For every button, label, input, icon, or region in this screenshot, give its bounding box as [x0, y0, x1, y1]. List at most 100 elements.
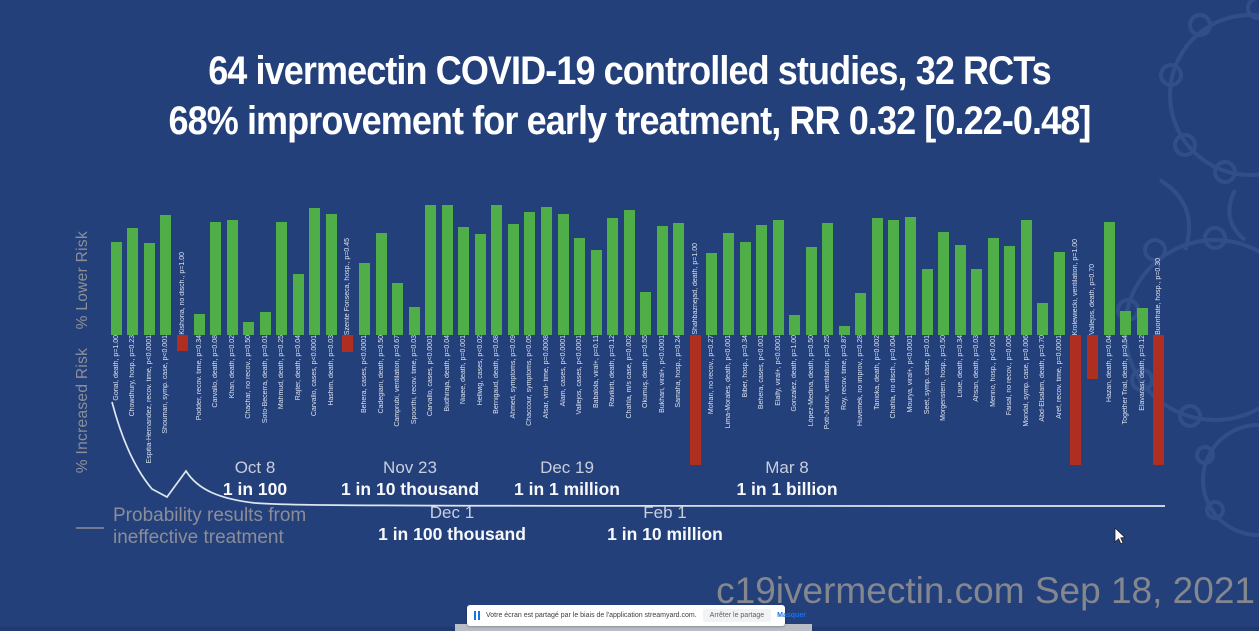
milestone-probability: 1 in 1 million	[514, 479, 620, 499]
study-column: Seet, symp. case, p=0.01	[919, 200, 936, 465]
study-label: Merino, hosp., p<0.001	[989, 335, 997, 407]
study-bar	[772, 220, 784, 335]
study-label: Biber, hosp., p=0.34	[741, 335, 749, 398]
study-column: Loue, death, p=0.34	[952, 200, 969, 465]
study-bar	[524, 212, 536, 335]
study-column: Budhiraja, death, p=0.04	[439, 200, 456, 465]
study-column: Hashim, death, p=0.03	[323, 200, 340, 465]
study-label: Hazan, death, p=0.04	[1105, 335, 1113, 403]
study-column: Biber, hosp., p=0.34	[737, 200, 754, 465]
study-label: Ravikirti, death, p=0.12	[609, 335, 617, 407]
study-label: Shahbaznejad, death, p=1.00	[691, 243, 699, 335]
study-bar	[375, 233, 387, 335]
study-column: Chowdhury, hosp., p=0.23	[125, 200, 142, 465]
study-bar	[458, 227, 470, 335]
study-bar	[1004, 246, 1016, 335]
study-label: Mohan, no recov., p=0.27	[708, 335, 716, 415]
study-label: Chowdhury, hosp., p=0.23	[129, 335, 137, 417]
study-label: Buonfrate, hosp., p=0.30	[1155, 258, 1163, 335]
study-label: López-Medina, death, p=0.50	[807, 335, 815, 427]
study-column: Soto-Becerra, death, p=0.01	[257, 200, 274, 465]
study-bar	[160, 215, 172, 335]
study-bar	[507, 224, 519, 335]
study-bar	[342, 335, 354, 352]
study-label: Vallejos, cases, p<0.0001	[576, 335, 584, 415]
bar-chart: Gorial, death, p=1.00 Chowdhury, hosp., p…	[108, 200, 1167, 465]
study-column: Chahla, no disch., p=0.004	[886, 200, 903, 465]
study-label: Vallejos, death, p=0.70	[1089, 264, 1097, 335]
study-label: Chahla, no disch., p=0.004	[890, 335, 898, 419]
study-column: Rajter, death, p=0.04	[290, 200, 307, 465]
study-column: Elalfy, viral+, p<0.0001	[770, 200, 787, 465]
study-label: Kishoria, no disch., p=1.00	[178, 252, 186, 335]
study-bar	[689, 335, 701, 465]
hide-button[interactable]: Masquer	[777, 612, 806, 619]
study-bar	[1120, 311, 1132, 335]
stop-sharing-button[interactable]: Arrêter le partage	[702, 609, 772, 622]
study-label: Roy, recov. time, p=0.87	[840, 335, 848, 411]
study-column: Ahsan, death, p=0.03	[968, 200, 985, 465]
study-label: Pott-Junior, ventilation, p=0.25	[824, 335, 832, 430]
study-column: Ahmed, symptoms, p=0.09	[505, 200, 522, 465]
study-bar	[656, 226, 668, 335]
study-label: Huvemek, no improv., p=0.28	[857, 335, 865, 427]
study-column: Behera, cases, p<0.001	[753, 200, 770, 465]
study-label: Budhiraja, death, p=0.04	[443, 335, 451, 412]
study-label: Elavarasi, death, p=0.12	[1138, 335, 1146, 411]
study-column: Carvallo, cases, p<0.0001	[422, 200, 439, 465]
y-axis-label-text: % Increased Risk % Lower Risk	[74, 231, 92, 474]
timeline-milestone: Nov 23 1 in 10 thousand	[341, 457, 479, 500]
study-bar	[276, 222, 288, 335]
study-column: Elavarasi, death, p=0.12	[1134, 200, 1151, 465]
study-label: Hellwig, cases, p<0.02	[476, 335, 484, 406]
study-bar	[540, 207, 552, 335]
study-column: Gorial, death, p=1.00	[108, 200, 125, 465]
study-label: Bernigaud, death, p=0.08	[493, 335, 501, 414]
milestone-probability: 1 in 10 million	[607, 524, 723, 544]
study-bar	[441, 205, 453, 335]
study-column: Samaha, hosp., p=0.24	[671, 200, 688, 465]
study-column: Babalola, viral+, p=0.11	[588, 200, 605, 465]
study-column: Mondal, symp. case, p=0.006	[1018, 200, 1035, 465]
milestone-date: Oct 8	[234, 458, 276, 477]
study-column: Lima-Morales, death, p<0.001	[720, 200, 737, 465]
study-bar	[1103, 222, 1115, 335]
study-label: Krolewiecki, ventilation, p=1.00	[1072, 238, 1080, 335]
study-column: Gonzalez, death, p=1.00	[786, 200, 803, 465]
study-column: Shouman, symp. case, p<0.001	[158, 200, 175, 465]
study-column: Buonfrate, hosp., p=0.30	[1150, 200, 1167, 465]
timeline-milestone: Feb 1 1 in 10 million	[607, 502, 723, 545]
study-bar	[938, 232, 950, 335]
study-bar	[259, 312, 271, 335]
study-column: Morgenstern, hosp., p=0.50	[935, 200, 952, 465]
study-column: Camprubí, ventilation, p=0.67	[389, 200, 406, 465]
study-column: Mahmud, death, p=0.25	[273, 200, 290, 465]
study-bar	[971, 269, 983, 335]
timeline-milestone: Mar 8 1 in 1 billion	[736, 457, 837, 500]
study-bar	[723, 233, 734, 335]
study-column: Chahla, m/s case, p=0.002	[621, 200, 638, 465]
study-bar	[739, 242, 751, 335]
study-column: Vallejos, cases, p<0.0001	[571, 200, 588, 465]
study-label: Loue, death, p=0.34	[956, 335, 964, 398]
study-bar	[392, 283, 404, 335]
study-label: Alam, cases, p<0.0001	[559, 335, 567, 407]
study-label: Okumuş, death, p=0.55	[642, 335, 650, 408]
study-bar	[1153, 335, 1165, 465]
study-column: Cadegiani, death, p=0.50	[373, 200, 390, 465]
study-column: Szente Fonseca, hosp., p=0.45	[340, 200, 357, 465]
study-bar	[1136, 308, 1148, 335]
milestone-date: Mar 8	[765, 458, 809, 477]
study-bar	[127, 228, 139, 335]
study-label: Lima-Morales, death, p<0.001	[725, 335, 732, 429]
study-column: Pott-Junior, ventilation, p=0.25	[820, 200, 837, 465]
study-bar	[143, 243, 155, 335]
study-bar	[888, 220, 900, 335]
study-label: Carvallo, cases, p<0.0001	[311, 335, 319, 417]
y-axis-label: % Increased Risk % Lower Risk	[72, 205, 94, 500]
footer-watermark: c19ivermectin.com Sep 18, 2021	[716, 570, 1255, 611]
study-column: Hellwig, cases, p<0.02	[472, 200, 489, 465]
study-bar	[425, 205, 437, 335]
study-column: Merino, hosp., p<0.001	[985, 200, 1002, 465]
study-label: Behera, cases, p<0.001	[758, 335, 766, 410]
